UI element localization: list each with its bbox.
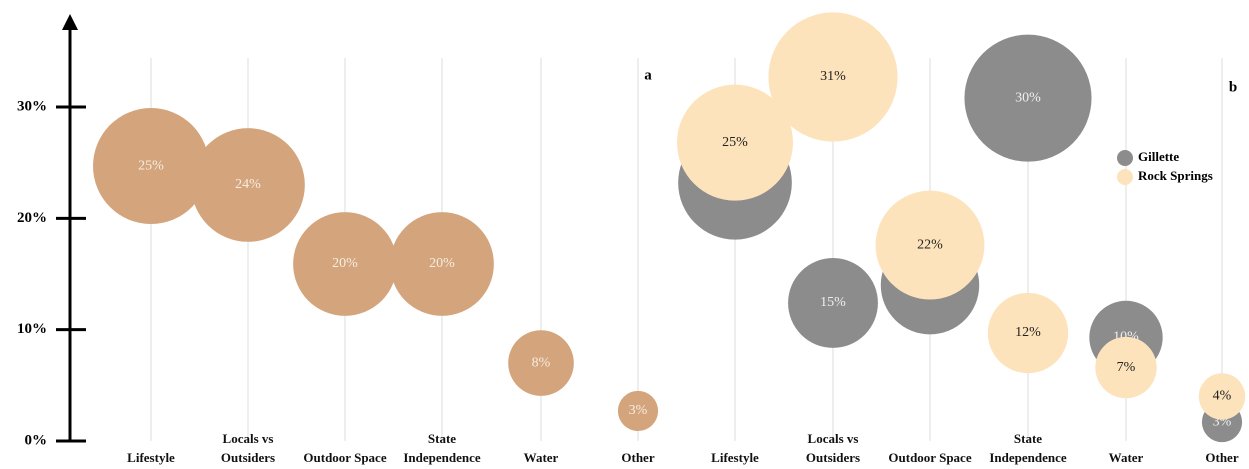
y-tick-label: 20% <box>17 210 47 226</box>
bubble-label: 12% <box>1015 325 1041 340</box>
legend-label: Gillette <box>1138 149 1179 164</box>
bubble-label: 15% <box>820 295 846 310</box>
bubble-label: 3% <box>629 403 648 418</box>
axis-arrow <box>62 14 78 30</box>
x-tick-label: State Independence <box>403 431 481 465</box>
bubble <box>768 12 898 142</box>
x-tick-label: State Independence <box>989 431 1067 465</box>
y-tick-label: 0% <box>25 432 48 448</box>
bubble <box>1095 336 1157 399</box>
x-tick-label: Outdoor Space <box>888 450 972 465</box>
x-tick-label: Water <box>523 450 559 465</box>
panel-label: b <box>1229 79 1237 95</box>
bubble <box>508 330 574 396</box>
bubble-label: 4% <box>1213 389 1232 404</box>
bubble <box>93 108 209 225</box>
bubble-label: 24% <box>235 177 261 192</box>
x-tick-label: Outdoor Space <box>303 450 387 465</box>
bubble <box>788 258 878 348</box>
bubble <box>191 128 305 242</box>
x-tick-label: Locals vs Outsiders <box>220 431 276 465</box>
legend-swatch <box>1117 150 1133 166</box>
legend-label: Rock Springs <box>1138 168 1213 183</box>
bubble-label: 20% <box>429 256 455 271</box>
y-tick-label: 30% <box>17 98 47 114</box>
bubble <box>293 212 397 316</box>
x-tick-label: Lifestyle <box>127 450 175 465</box>
x-tick-label: Other <box>1205 450 1239 465</box>
x-tick-label: Other <box>621 450 655 465</box>
x-tick-label: Water <box>1108 450 1144 465</box>
bubble-label: 7% <box>1117 360 1136 375</box>
bubble-label: 31% <box>820 69 846 84</box>
x-tick-label: Lifestyle <box>711 450 759 465</box>
bubble-label: 8% <box>532 355 551 370</box>
bubble-label: 22% <box>917 237 943 252</box>
bubble <box>875 190 985 300</box>
bubble <box>677 84 793 201</box>
bubble <box>987 292 1069 374</box>
bubble <box>964 34 1092 162</box>
x-tick-label: Locals vs Outsiders <box>805 431 861 465</box>
legend-swatch <box>1117 169 1133 185</box>
bubble-label: 20% <box>332 256 358 271</box>
bubble <box>617 390 659 432</box>
panel-label: a <box>644 67 652 83</box>
bubble-label: 25% <box>138 158 164 173</box>
bubble-label: 30% <box>1015 90 1041 105</box>
bubble-label: 25% <box>722 135 748 150</box>
bubble <box>1198 373 1246 420</box>
y-tick-label: 10% <box>17 321 47 337</box>
bubble <box>390 212 494 316</box>
